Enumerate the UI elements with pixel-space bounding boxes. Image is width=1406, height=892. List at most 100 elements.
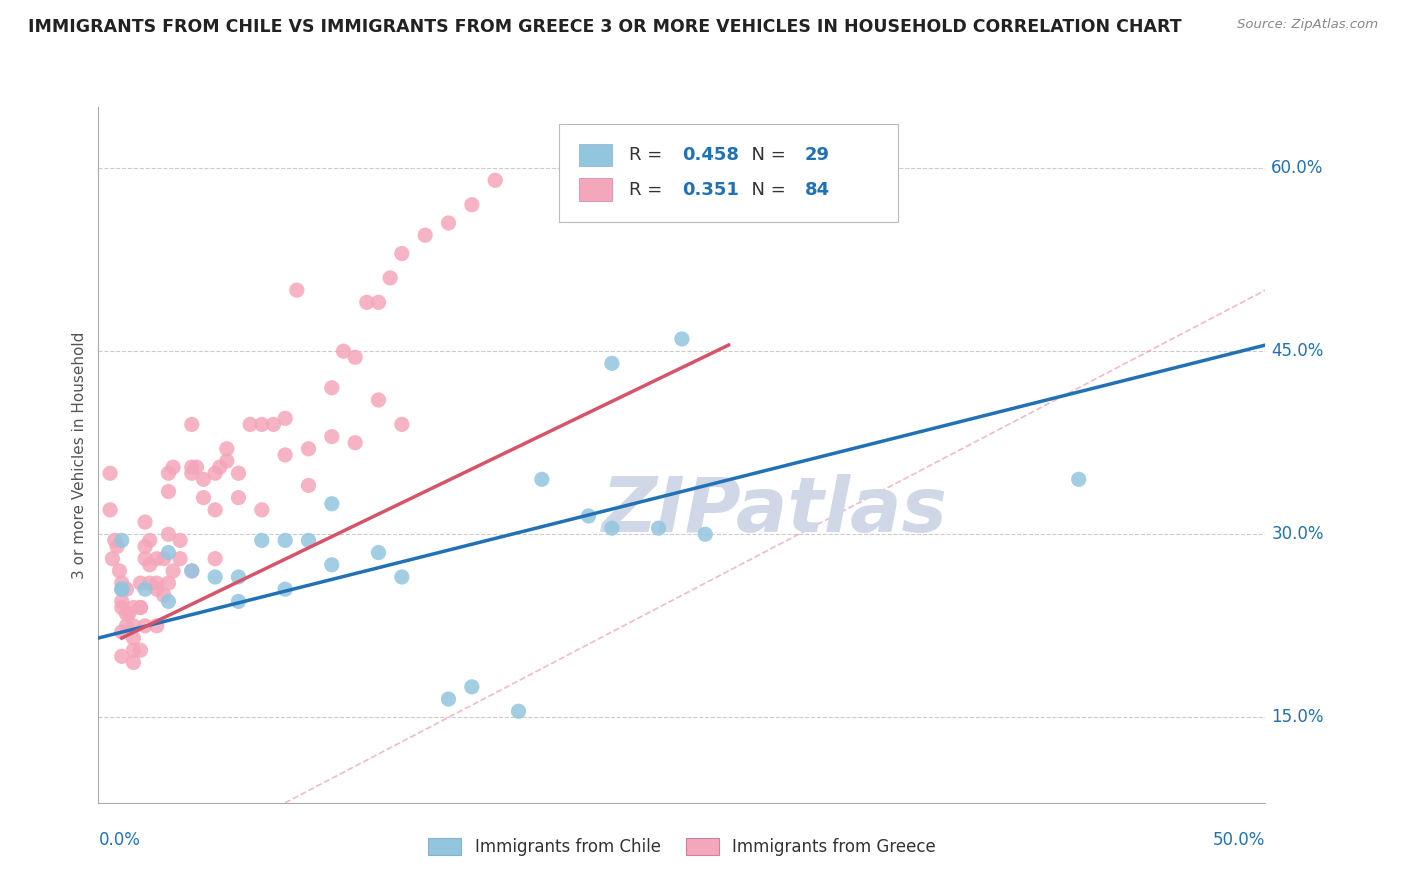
Point bbox=[321, 381, 343, 395]
Point bbox=[344, 435, 367, 450]
Point bbox=[129, 600, 152, 615]
Point bbox=[122, 619, 145, 633]
Point bbox=[600, 356, 623, 370]
Point bbox=[129, 576, 152, 591]
Point bbox=[262, 417, 284, 432]
Point bbox=[111, 533, 134, 548]
Point bbox=[134, 619, 156, 633]
Text: R =: R = bbox=[630, 146, 668, 164]
Point bbox=[111, 649, 134, 664]
Point bbox=[180, 564, 202, 578]
Point bbox=[157, 467, 180, 481]
Point bbox=[146, 582, 169, 597]
Point bbox=[115, 582, 138, 597]
Point bbox=[413, 228, 436, 243]
Point bbox=[484, 173, 506, 187]
Point bbox=[134, 551, 156, 566]
Point bbox=[250, 417, 273, 432]
Point bbox=[228, 491, 250, 505]
Point bbox=[344, 351, 367, 365]
Point bbox=[321, 558, 343, 572]
FancyBboxPatch shape bbox=[579, 144, 612, 166]
Text: 29: 29 bbox=[804, 146, 830, 164]
Point bbox=[122, 631, 145, 645]
Point bbox=[146, 551, 169, 566]
Point bbox=[367, 392, 389, 407]
Point bbox=[204, 551, 226, 566]
Point bbox=[98, 467, 121, 481]
Point bbox=[239, 417, 262, 432]
Point bbox=[274, 533, 297, 548]
Point bbox=[437, 216, 460, 230]
Point bbox=[162, 460, 184, 475]
Point bbox=[356, 295, 378, 310]
Point bbox=[134, 540, 156, 554]
Point bbox=[157, 545, 180, 559]
Text: 60.0%: 60.0% bbox=[1271, 159, 1323, 178]
Text: 45.0%: 45.0% bbox=[1271, 343, 1323, 360]
Text: 0.0%: 0.0% bbox=[98, 830, 141, 848]
Point bbox=[530, 472, 553, 486]
Point bbox=[228, 467, 250, 481]
Text: 0.458: 0.458 bbox=[682, 146, 740, 164]
Point bbox=[378, 271, 402, 285]
Point bbox=[204, 467, 226, 481]
Point bbox=[250, 533, 273, 548]
Text: 0.351: 0.351 bbox=[682, 181, 738, 199]
Point bbox=[671, 332, 693, 346]
Point bbox=[134, 582, 156, 597]
Point bbox=[129, 600, 152, 615]
Point bbox=[285, 283, 308, 297]
Text: 30.0%: 30.0% bbox=[1271, 525, 1323, 543]
Point bbox=[157, 527, 180, 541]
Point bbox=[152, 588, 174, 602]
Point bbox=[508, 704, 530, 718]
Point bbox=[134, 515, 156, 529]
Point bbox=[139, 533, 162, 548]
Point bbox=[228, 570, 250, 584]
Point bbox=[111, 624, 134, 639]
Text: 50.0%: 50.0% bbox=[1213, 830, 1265, 848]
Point bbox=[274, 411, 297, 425]
Legend: Immigrants from Chile, Immigrants from Greece: Immigrants from Chile, Immigrants from G… bbox=[419, 830, 945, 864]
Point bbox=[695, 527, 717, 541]
Point bbox=[180, 417, 202, 432]
Point bbox=[111, 582, 134, 597]
Point bbox=[297, 533, 319, 548]
Y-axis label: 3 or more Vehicles in Household: 3 or more Vehicles in Household bbox=[72, 331, 87, 579]
Point bbox=[146, 619, 169, 633]
Point bbox=[391, 246, 413, 260]
Point bbox=[321, 497, 343, 511]
Point bbox=[118, 607, 141, 621]
Point bbox=[1067, 472, 1090, 486]
Point bbox=[111, 600, 134, 615]
Point bbox=[204, 503, 226, 517]
Point bbox=[215, 454, 238, 468]
Point bbox=[122, 656, 145, 670]
Point bbox=[115, 619, 138, 633]
FancyBboxPatch shape bbox=[579, 178, 612, 201]
Point bbox=[129, 643, 152, 657]
Text: Source: ZipAtlas.com: Source: ZipAtlas.com bbox=[1237, 18, 1378, 31]
Point bbox=[600, 521, 623, 535]
Point bbox=[274, 582, 297, 597]
Text: 84: 84 bbox=[804, 181, 830, 199]
Point bbox=[169, 533, 191, 548]
Point bbox=[111, 594, 134, 608]
Text: R =: R = bbox=[630, 181, 668, 199]
Point bbox=[146, 576, 169, 591]
Point bbox=[297, 442, 319, 456]
Point bbox=[578, 508, 600, 523]
Point bbox=[461, 197, 484, 211]
Point bbox=[101, 551, 124, 566]
Point bbox=[274, 448, 297, 462]
Text: 15.0%: 15.0% bbox=[1271, 708, 1323, 726]
Point bbox=[180, 564, 202, 578]
Point bbox=[391, 417, 413, 432]
Point bbox=[367, 545, 389, 559]
Point bbox=[250, 503, 273, 517]
Point bbox=[193, 491, 215, 505]
Point bbox=[122, 643, 145, 657]
Point bbox=[215, 442, 238, 456]
Point bbox=[391, 570, 413, 584]
